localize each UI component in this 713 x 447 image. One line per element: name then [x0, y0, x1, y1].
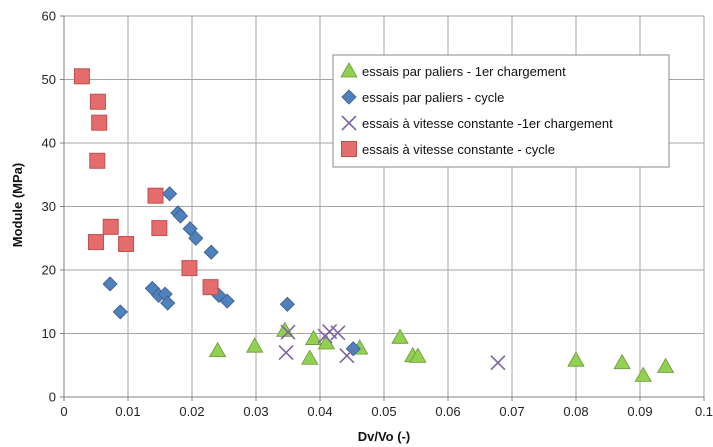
- y-tick-label: 0: [49, 390, 56, 405]
- series-3: [278, 324, 506, 371]
- legend-marker-diamond: [341, 89, 357, 105]
- triangle-data-point: [634, 366, 652, 382]
- triangle-data-point: [613, 353, 631, 370]
- triangle-data-point: [208, 341, 227, 358]
- square-data-point: [181, 260, 198, 277]
- x-tick-label: 0.04: [307, 404, 332, 419]
- y-tick-label: 60: [42, 9, 56, 24]
- x-data-point: [490, 355, 506, 371]
- x-tick-label: 0.02: [179, 404, 204, 419]
- legend-marker-triangle: [340, 62, 358, 78]
- diamond-data-point: [162, 186, 178, 202]
- x-tick-label: 0: [60, 404, 67, 419]
- legend-marker-x: [341, 115, 357, 131]
- x-tick-label: 0.08: [563, 404, 588, 419]
- diamond-data-point: [279, 296, 295, 312]
- legend-entry-label: essais par paliers - cycle: [362, 90, 504, 105]
- triangle-data-point: [409, 347, 427, 363]
- series-2: [102, 186, 361, 357]
- diamond-data-point: [203, 244, 219, 260]
- x-tick-label: 0.06: [435, 404, 460, 419]
- x-tick-label: 0.03: [243, 404, 268, 419]
- y-tick-label: 40: [42, 136, 56, 151]
- y-axis-title: Module (MPa): [10, 163, 25, 248]
- triangle-data-point: [301, 349, 319, 365]
- square-data-point: [89, 93, 106, 110]
- diamond-data-point: [160, 295, 176, 311]
- y-tick-label: 10: [42, 326, 56, 341]
- square-data-point: [151, 220, 168, 237]
- legend: essais par paliers - 1er chargement essai…: [332, 54, 670, 168]
- x-tick-label: 0.1: [695, 404, 713, 419]
- x-data-point: [278, 344, 294, 361]
- diamond-data-point: [112, 304, 128, 320]
- diamond-data-point: [182, 221, 198, 237]
- axes: [60, 15, 705, 401]
- x-tick-label: 0.09: [627, 404, 652, 419]
- triangle-data-point: [656, 357, 675, 373]
- legend-entry-label: essais par paliers - 1er chargement: [362, 64, 566, 79]
- x-data-point: [330, 325, 346, 341]
- square-data-point: [88, 234, 104, 251]
- square-data-point: [89, 152, 106, 169]
- diamond-data-point: [172, 208, 189, 224]
- x-axis-title: Dv/Vo (-): [358, 429, 410, 444]
- diamond-data-point: [188, 230, 204, 246]
- triangle-data-point: [246, 337, 264, 353]
- x-tick-label: 0.07: [499, 404, 524, 419]
- diamond-data-point: [102, 276, 118, 292]
- triangle-data-point: [391, 328, 409, 344]
- diamond-data-point: [219, 293, 235, 309]
- square-data-point: [102, 218, 119, 235]
- x-data-point: [339, 348, 355, 364]
- square-data-point: [147, 187, 164, 204]
- legend-entry-label: essais à vitesse constante -1er chargeme…: [362, 116, 613, 131]
- square-data-point: [202, 279, 219, 296]
- legend-entry-label: essais à vitesse constante - cycle: [362, 142, 555, 157]
- legend-box: [332, 54, 670, 168]
- x-tick-label: 0.05: [371, 404, 396, 419]
- square-data-point: [91, 114, 108, 131]
- x-tick-label: 0.01: [115, 404, 140, 419]
- triangle-data-point: [567, 351, 585, 367]
- y-tick-label: 30: [42, 199, 56, 214]
- tick-labels: 0 0.01 0.02 0.03 0.04 0.05 0.06 0.07 0.08 0.09 0.1…: [42, 9, 713, 420]
- data-points: [73, 68, 675, 382]
- y-tick-label: 50: [42, 72, 56, 87]
- legend-marker-square: [341, 141, 357, 157]
- triangle-data-point: [304, 329, 323, 345]
- series-4: [73, 68, 219, 296]
- square-data-point: [73, 68, 90, 85]
- x-data-point: [280, 324, 296, 340]
- y-tick-label: 20: [42, 263, 56, 278]
- square-data-point: [118, 235, 135, 252]
